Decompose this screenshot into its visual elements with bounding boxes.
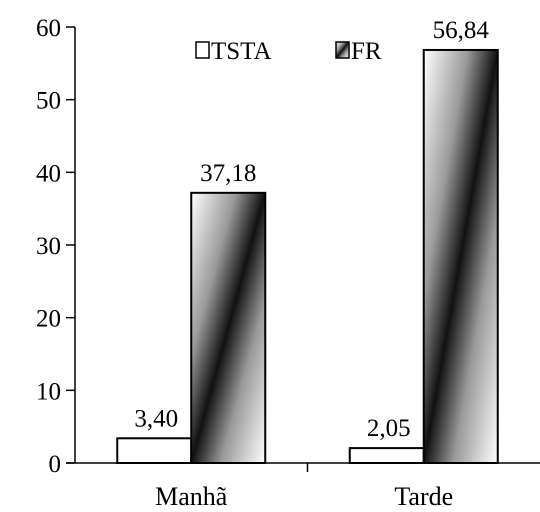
bar-fr <box>190 191 267 464</box>
legend-swatch-fr <box>335 41 350 59</box>
bar-tsta <box>348 447 425 464</box>
y-tick-label: 60 <box>36 15 61 42</box>
legend: TSTA FR <box>195 38 382 65</box>
data-label-tsta: 3,40 <box>134 405 178 432</box>
bar-fr <box>422 48 499 464</box>
data-label-fr: 37,18 <box>200 160 256 187</box>
y-tick-label: 30 <box>36 233 61 260</box>
legend-label-fr: FR <box>351 38 382 65</box>
axes: 0 10 20 30 40 50 60 Manhã Tarde <box>36 15 540 511</box>
x-category-label: Tarde <box>394 482 453 511</box>
bars <box>116 48 499 465</box>
y-tick-label: 0 <box>49 451 62 478</box>
x-category-label: Manhã <box>155 482 228 511</box>
data-label-tsta: 2,05 <box>367 415 411 442</box>
legend-swatch-tsta <box>195 41 210 59</box>
data-labels: 3,40 37,18 2,05 56,84 <box>134 17 489 442</box>
data-label-fr: 56,84 <box>433 17 490 44</box>
y-tick-label: 10 <box>36 378 61 405</box>
bar-tsta <box>116 437 193 465</box>
y-tick-label: 40 <box>36 160 61 187</box>
y-tick-label: 20 <box>36 306 61 333</box>
y-tick-label: 50 <box>36 88 61 115</box>
legend-label-tsta: TSTA <box>211 38 272 65</box>
